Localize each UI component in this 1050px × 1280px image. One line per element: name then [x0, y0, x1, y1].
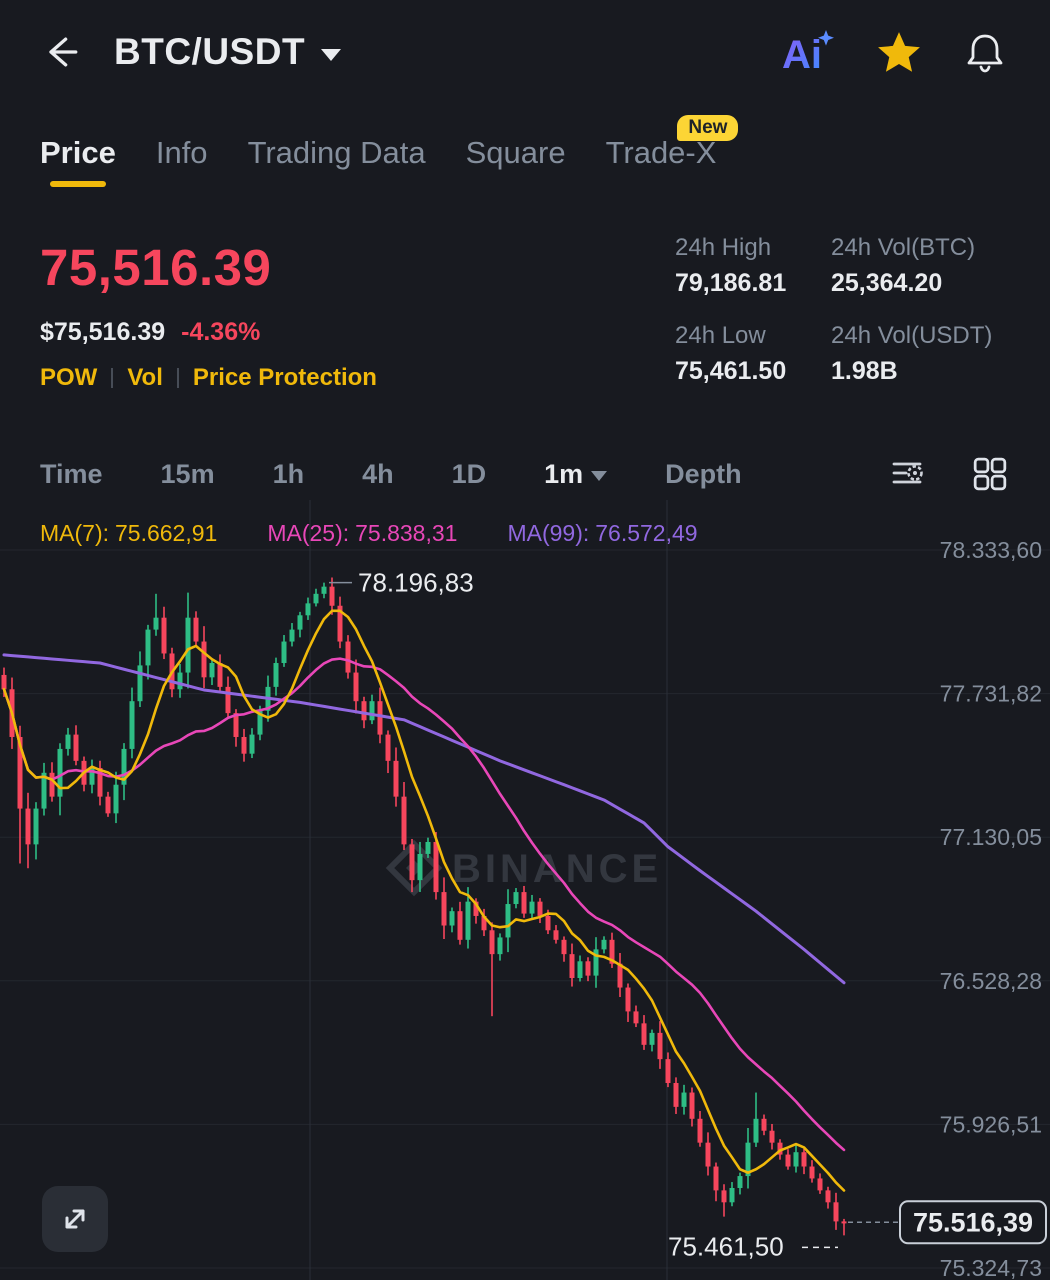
- svg-text:75.926,51: 75.926,51: [940, 1111, 1042, 1137]
- ma25-line: [2, 657, 846, 1152]
- back-button[interactable]: [38, 28, 86, 76]
- annotations-layer: 78.196,83 75.461,50: [329, 568, 898, 1261]
- svg-text:Ai: Ai: [782, 33, 822, 76]
- binance-watermark: BINANCE: [385, 839, 662, 897]
- divider: [111, 368, 114, 388]
- header: BTC/USDT Ai: [0, 0, 1050, 104]
- interval-selected[interactable]: 1m: [544, 459, 608, 490]
- chevron-down-icon: [321, 49, 342, 61]
- tab-info[interactable]: Info: [155, 135, 208, 170]
- layout-grid-button[interactable]: [972, 456, 1008, 492]
- pair-title[interactable]: BTC/USDT: [114, 31, 306, 72]
- tag-row: POW Vol Price Protection: [40, 364, 377, 392]
- ma7-line: [2, 609, 846, 1192]
- interval-1d[interactable]: 1D: [451, 458, 487, 489]
- tab-square[interactable]: Square: [465, 135, 566, 170]
- ma-legend: MA(7): 75.662,91 MA(25): 75.838,31 MA(99):…: [40, 520, 704, 547]
- tag-pow[interactable]: POW: [40, 364, 98, 391]
- fiat-price: $75,516.39: [40, 318, 166, 346]
- chevron-down-icon: [591, 471, 608, 481]
- tab-trade-x[interactable]: Trade-X New: [606, 115, 739, 171]
- tag-price-protection[interactable]: Price Protection: [192, 364, 377, 391]
- back-arrow-icon: [49, 37, 78, 67]
- tab-price[interactable]: Price: [40, 135, 116, 170]
- stats-grid: 24h High 79,186.81 24h Vol(BTC) 25,364.2…: [675, 234, 992, 386]
- ma25-legend: MA(25): 75.838,31: [267, 520, 458, 546]
- fullscreen-button[interactable]: [42, 1186, 108, 1252]
- indicators-button[interactable]: [890, 456, 926, 492]
- svg-text:76.528,28: 76.528,28: [940, 968, 1042, 994]
- new-badge: New: [677, 115, 739, 141]
- ma99-legend: MA(99): 76.572,49: [507, 520, 698, 546]
- stat-24h-high: 24h High 79,186.81: [675, 234, 787, 297]
- divider: [176, 368, 179, 388]
- stat-24h-vol-usdt: 24h Vol(USDT) 1.98B: [831, 322, 993, 385]
- last-price: 75,516.39: [40, 239, 272, 296]
- price-subrow: $75,516.39 -4.36%: [40, 318, 260, 347]
- interval-4h[interactable]: 4h: [362, 458, 394, 489]
- svg-text:77.731,82: 77.731,82: [940, 681, 1042, 707]
- price-chart[interactable]: BINANCE 78.333,60 77.731,82 77.130,05 76.528…: [0, 500, 1050, 1280]
- star-icon: [878, 32, 920, 72]
- grid-layer: [0, 500, 1050, 1280]
- grid-icon: [973, 457, 1007, 491]
- bell-icon: [967, 34, 1003, 73]
- ai-icon: Ai: [782, 30, 834, 76]
- interval-time[interactable]: Time: [40, 458, 103, 489]
- tag-vol[interactable]: Vol: [127, 364, 163, 391]
- low-annotation: 75.461,50: [668, 1231, 784, 1261]
- price-axis: 78.333,60 77.731,82 77.130,05 76.528,28 75.9…: [940, 537, 1042, 1280]
- svg-text:77.130,05: 77.130,05: [940, 824, 1042, 850]
- ma99-line: [2, 653, 846, 985]
- svg-text:75.516,39: 75.516,39: [913, 1207, 1033, 1237]
- svg-text:BINANCE: BINANCE: [452, 847, 662, 891]
- svg-text:78.333,60: 78.333,60: [940, 537, 1042, 563]
- interval-15m[interactable]: 15m: [160, 458, 215, 489]
- change-percent: -4.36%: [181, 318, 261, 346]
- favorite-button[interactable]: [876, 29, 922, 75]
- depth-button[interactable]: Depth: [665, 458, 742, 489]
- svg-text:75.324,73: 75.324,73: [940, 1255, 1042, 1280]
- stat-24h-vol-btc: 24h Vol(BTC) 25,364.20: [831, 234, 976, 297]
- candles-layer: [1, 577, 847, 1236]
- interval-toolbar: Time 15m 1h 4h 1D 1m Depth: [40, 448, 1008, 500]
- last-price-badge: 75.516,39: [899, 1200, 1047, 1245]
- notifications-button[interactable]: [962, 29, 1008, 75]
- ai-assistant-button[interactable]: Ai: [780, 28, 836, 76]
- tab-bar: Price Info Trading Data Square Trade-X N…: [40, 112, 1030, 194]
- ma7-legend: MA(7): 75.662,91: [40, 520, 218, 546]
- stat-24h-low: 24h Low 75,461.50: [675, 322, 787, 385]
- tab-trading-data[interactable]: Trading Data: [247, 135, 426, 170]
- interval-1h[interactable]: 1h: [272, 458, 305, 489]
- expand-icon: [65, 1209, 85, 1229]
- high-annotation: 78.196,83: [358, 568, 474, 598]
- indicators-icon: [892, 462, 923, 484]
